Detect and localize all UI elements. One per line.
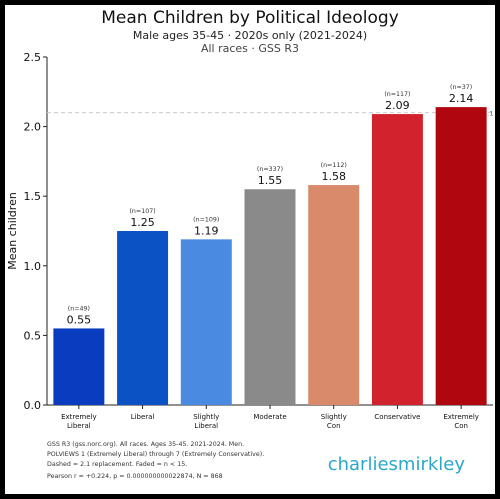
footer-line-2: POLVIEWS 1 (Extremely Liberal) through 7… — [47, 451, 264, 458]
bar — [435, 107, 487, 405]
y-tick-label: 0.5 — [24, 329, 42, 342]
x-tick-label: Extremely — [61, 413, 97, 421]
chart-title: Mean Children by Political Ideology — [101, 8, 399, 28]
y-tick-label: 1.0 — [24, 260, 42, 273]
bar — [117, 231, 169, 405]
bar — [244, 189, 296, 405]
bar-n-label: (n=49) — [68, 305, 90, 312]
x-tick-label: Liberal — [131, 413, 155, 421]
footer-line-3: Dashed = 2.1 replacement. Faded = n < 15… — [47, 461, 187, 468]
y-tick-label: 0.0 — [24, 399, 42, 412]
bar — [308, 185, 360, 405]
bar-n-label: (n=37) — [450, 84, 472, 91]
footer-line-1: GSS R3 (gss.norc.org). All races. Ages 3… — [47, 441, 244, 448]
bar-n-label: (n=112) — [321, 162, 347, 169]
y-tick-label: 1.5 — [24, 190, 42, 203]
x-tick-label: Con — [454, 422, 468, 430]
bar-value-label: 0.55 — [67, 313, 92, 326]
x-tick-label: Moderate — [253, 413, 286, 421]
bar-value-label: 2.09 — [385, 99, 410, 112]
x-tick-label: Slightly — [193, 413, 219, 421]
bar — [180, 239, 232, 405]
plot-area: 0.0 0.5 1.0 1.5 2.0 2.5 2.1 rep 0.55(n=49) Extre… — [24, 51, 496, 430]
bar-value-label: 1.25 — [130, 216, 155, 229]
y-tick-label: 2.5 — [24, 51, 42, 64]
bar-value-label: 1.55 — [258, 174, 283, 187]
y-tick-label: 2.0 — [24, 121, 42, 134]
x-tick-label: Extremely — [443, 413, 479, 421]
reference-line-label: 2.1 rep — [483, 110, 495, 118]
chart-subtitle-2: All races · GSS R3 — [201, 42, 299, 55]
bar-n-label: (n=117) — [384, 91, 410, 98]
bar-value-label: 1.19 — [194, 224, 219, 237]
x-tick-label: Liberal — [194, 422, 218, 430]
x-tick-label: Conservative — [374, 413, 420, 421]
bar-n-label: (n=337) — [257, 166, 283, 173]
bar-value-label: 1.58 — [321, 170, 346, 183]
x-tick-label: Con — [327, 422, 341, 430]
bar-value-label: 2.14 — [449, 92, 474, 105]
watermark: charliesmirkley — [328, 454, 466, 475]
bar-chart: Mean Children by Political Ideology Male… — [6, 8, 496, 480]
chart-subtitle-1: Male ages 35-45 · 2020s only (2021-2024) — [133, 29, 367, 42]
bar — [53, 328, 105, 405]
y-axis-label: Mean children — [6, 192, 19, 270]
x-tick-label: Liberal — [67, 422, 91, 430]
footer-line-4: Pearson r = +0.224, p = 0.00000000002287… — [47, 473, 223, 480]
bar-n-label: (n=107) — [129, 208, 155, 215]
x-tick-label: Slightly — [321, 413, 347, 421]
chart-frame: Mean Children by Political Ideology Male… — [5, 5, 495, 494]
bar-n-label: (n=109) — [193, 216, 219, 223]
bar — [371, 114, 423, 406]
